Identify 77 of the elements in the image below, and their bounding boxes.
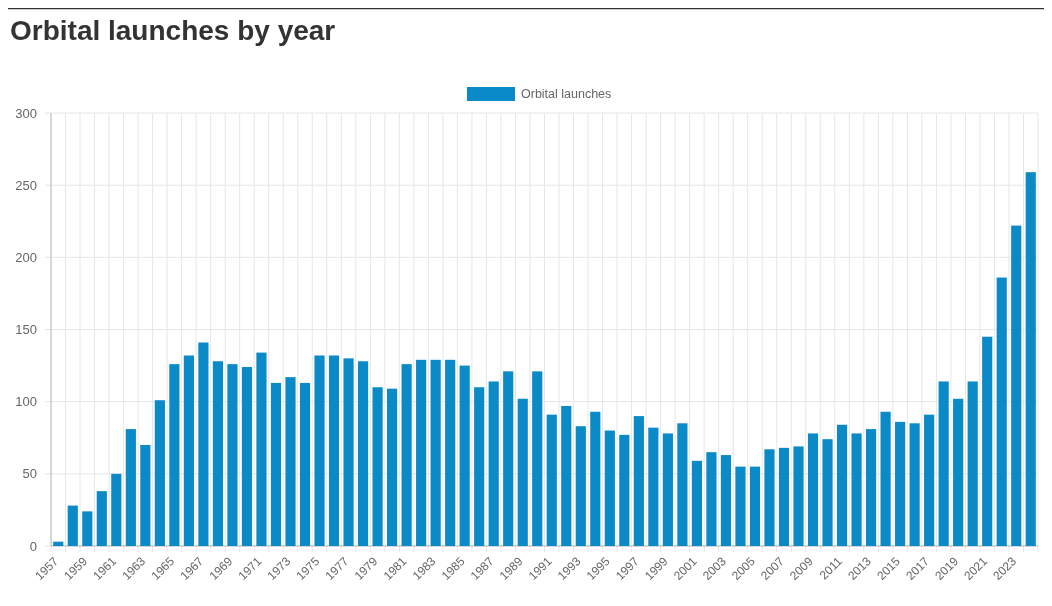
bar bbox=[183, 355, 194, 546]
bar bbox=[67, 505, 78, 546]
bar bbox=[532, 371, 543, 546]
bar bbox=[706, 452, 717, 546]
bar bbox=[82, 511, 93, 546]
bar bbox=[866, 429, 877, 546]
bar bbox=[140, 444, 151, 546]
bar bbox=[285, 377, 296, 546]
bar bbox=[764, 449, 775, 546]
bar bbox=[648, 427, 659, 546]
bar bbox=[749, 466, 761, 546]
bar bbox=[111, 473, 122, 546]
bar bbox=[241, 367, 253, 546]
chart-title: Orbital launches by year bbox=[10, 15, 336, 46]
bar bbox=[416, 359, 427, 546]
bar bbox=[270, 382, 282, 546]
legend-label: Orbital launches bbox=[521, 87, 612, 102]
bar bbox=[851, 433, 862, 546]
bar bbox=[793, 446, 804, 546]
bar bbox=[967, 381, 978, 546]
bar bbox=[677, 423, 688, 546]
bar bbox=[198, 342, 209, 546]
bar bbox=[924, 414, 935, 546]
bar bbox=[822, 439, 833, 546]
bar bbox=[125, 429, 136, 546]
bar bbox=[256, 352, 267, 546]
bar bbox=[1011, 225, 1022, 546]
bar bbox=[343, 358, 354, 546]
bar bbox=[299, 382, 311, 546]
bar bbox=[633, 416, 644, 546]
bar bbox=[546, 414, 557, 546]
y-tick-label: 250 bbox=[15, 177, 37, 193]
bar bbox=[169, 364, 180, 546]
y-tick-label: 0 bbox=[29, 538, 37, 554]
bar bbox=[474, 387, 485, 546]
bar bbox=[909, 423, 920, 546]
bar bbox=[357, 361, 369, 546]
bar bbox=[996, 277, 1007, 546]
bar bbox=[735, 466, 746, 546]
bar bbox=[154, 400, 165, 546]
bar bbox=[53, 541, 64, 546]
bar bbox=[96, 491, 107, 546]
y-tick-label: 300 bbox=[15, 105, 37, 121]
bar bbox=[314, 355, 325, 546]
bar bbox=[836, 424, 848, 546]
bar bbox=[953, 398, 964, 546]
y-tick-label: 100 bbox=[15, 394, 37, 410]
bar bbox=[938, 381, 949, 546]
bar bbox=[720, 455, 732, 546]
y-tick-label: 150 bbox=[15, 322, 37, 338]
bar bbox=[662, 433, 673, 546]
bar bbox=[430, 359, 441, 546]
bar bbox=[503, 371, 514, 546]
bar bbox=[778, 447, 790, 546]
bar bbox=[227, 364, 238, 546]
bar bbox=[459, 365, 470, 546]
bar bbox=[488, 381, 499, 546]
bar bbox=[401, 364, 412, 546]
y-tick-label: 200 bbox=[15, 249, 37, 265]
bar bbox=[1025, 172, 1036, 546]
bar bbox=[982, 336, 993, 546]
bar bbox=[590, 411, 601, 546]
bar bbox=[328, 355, 340, 546]
y-tick-label: 50 bbox=[22, 466, 37, 482]
bar bbox=[517, 398, 528, 546]
bar bbox=[604, 430, 615, 546]
bar bbox=[445, 359, 456, 546]
bar bbox=[561, 406, 572, 546]
bar bbox=[895, 421, 906, 546]
bar bbox=[880, 411, 891, 546]
bar bbox=[575, 426, 586, 546]
bar bbox=[691, 460, 702, 546]
bar bbox=[387, 388, 398, 546]
bar bbox=[212, 361, 223, 546]
bar bbox=[807, 433, 819, 546]
bar bbox=[619, 434, 630, 546]
bar bbox=[372, 387, 383, 546]
